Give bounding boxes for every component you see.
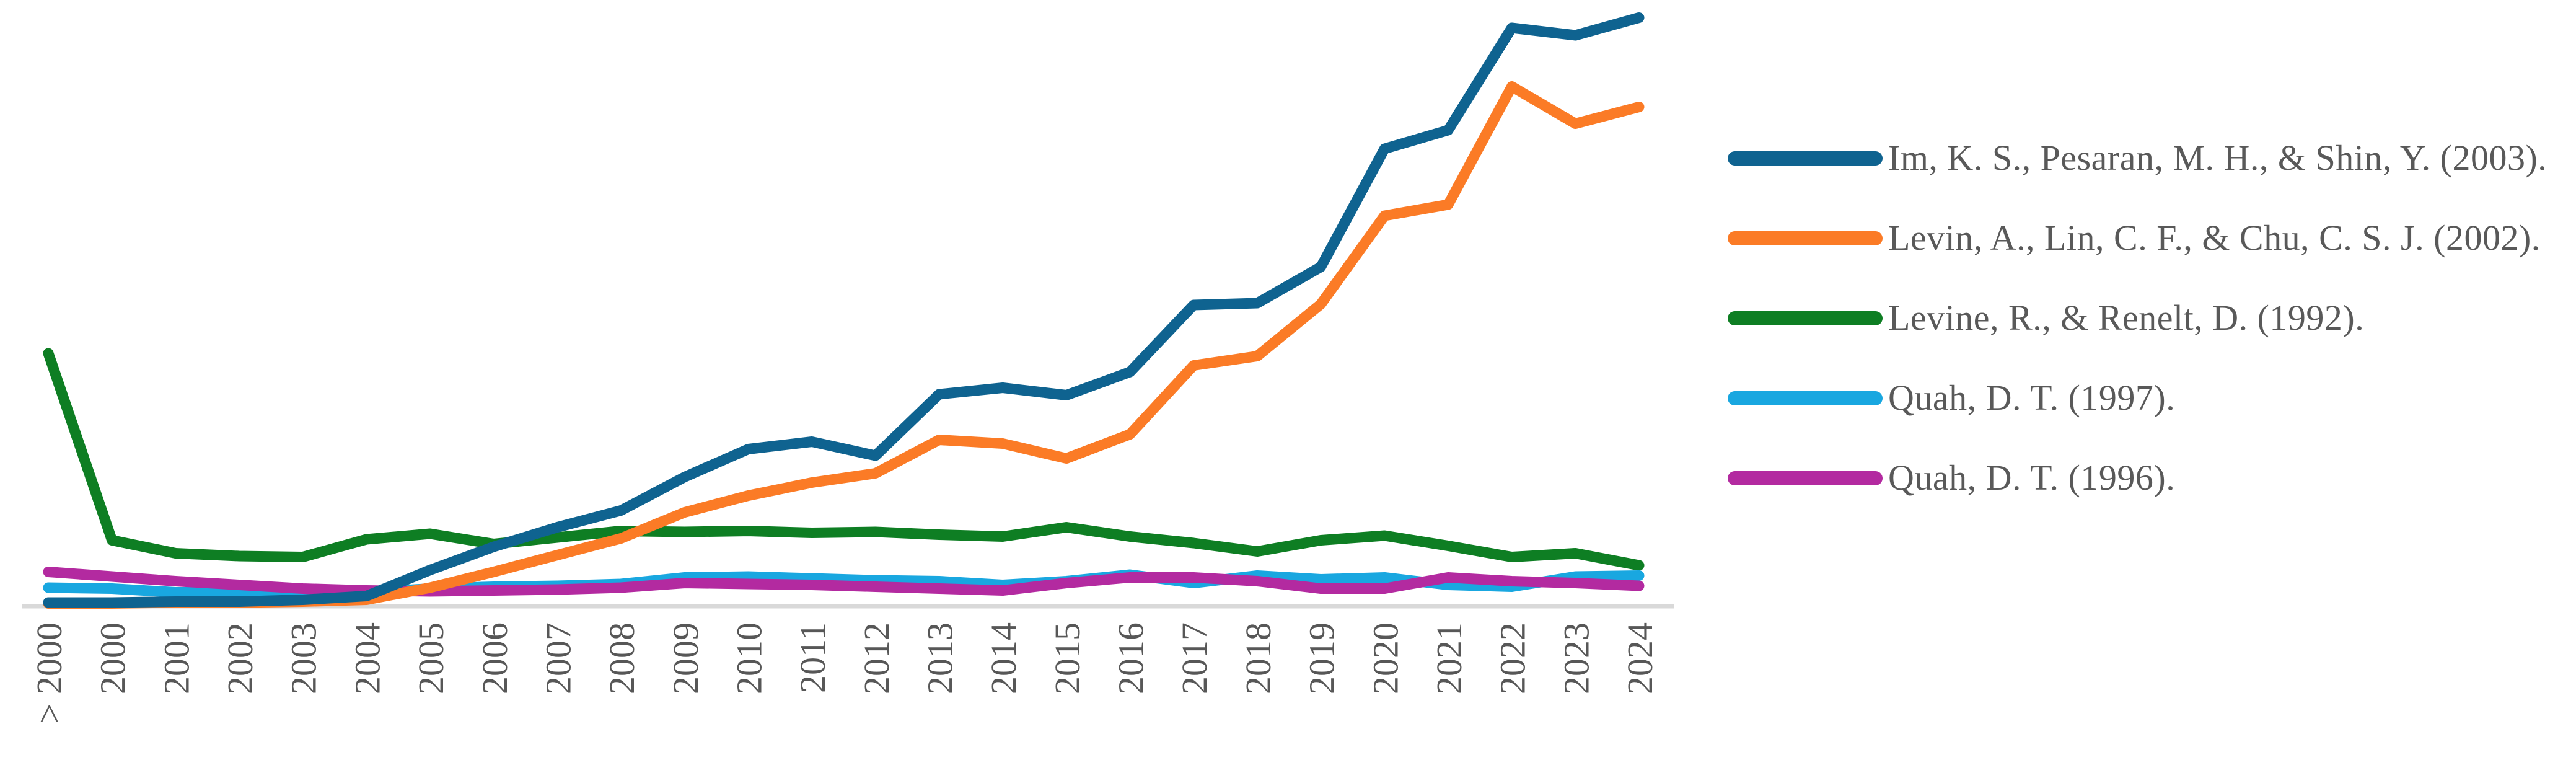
legend-label: Quah, D. T. (1996). bbox=[1888, 458, 2176, 498]
x-axis-label: 2007 bbox=[538, 622, 578, 694]
legend-label: Quah, D. T. (1997). bbox=[1888, 378, 2176, 418]
x-axis-label: 2017 bbox=[1174, 622, 1215, 694]
legend-item-5: Quah, D. T. (1996). bbox=[1728, 456, 2175, 500]
series-line-3 bbox=[43, 348, 1645, 571]
x-axis-label: 2006 bbox=[475, 622, 515, 694]
legend-swatch-icon bbox=[1728, 151, 1883, 166]
x-axis-label: 2020 bbox=[1365, 622, 1405, 694]
legend-item-2: Levin, A., Lin, C. F., & Chu, C. S. J. (… bbox=[1728, 216, 2541, 260]
x-axis-label: 2010 bbox=[729, 622, 770, 694]
x-axis-label: 2018 bbox=[1238, 622, 1278, 694]
x-axis-label: 2023 bbox=[1556, 622, 1596, 694]
x-axis-label: 2000 bbox=[93, 622, 133, 694]
x-axis-label: 2001 bbox=[156, 622, 196, 694]
x-axis-label: 2024 bbox=[1620, 622, 1660, 694]
x-axis-label: > 2000 bbox=[29, 622, 69, 723]
x-axis-label: 2005 bbox=[411, 622, 451, 694]
x-axis-label: 2014 bbox=[983, 622, 1024, 694]
x-axis-tick-labels: > 2000 2000 2001 2002 2003 2004 2005 2006 2007 20… bbox=[29, 622, 1660, 723]
x-axis-label: 2002 bbox=[220, 622, 260, 694]
legend-item-4: Quah, D. T. (1997). bbox=[1728, 376, 2175, 420]
series-line-2 bbox=[43, 81, 1645, 609]
legend-item-3: Levine, R., & Renelt, D. (1992). bbox=[1728, 296, 2364, 340]
x-axis-label: 2021 bbox=[1429, 622, 1469, 694]
x-axis-label: 2022 bbox=[1493, 622, 1533, 694]
legend-swatch-icon bbox=[1728, 231, 1883, 245]
x-axis-label: 2016 bbox=[1111, 622, 1151, 694]
x-axis-label: 2009 bbox=[666, 622, 706, 694]
legend-label: Im, K. S., Pesaran, M. H., & Shin, Y. (2… bbox=[1888, 138, 2547, 178]
legend-item-1: Im, K. S., Pesaran, M. H., & Shin, Y. (2… bbox=[1728, 136, 2547, 180]
x-axis-label: 2019 bbox=[1302, 622, 1342, 694]
legend: Im, K. S., Pesaran, M. H., & Shin, Y. (2… bbox=[1728, 0, 2576, 778]
x-axis-label: 2012 bbox=[856, 622, 897, 694]
series-line-5 bbox=[43, 567, 1645, 597]
legend-swatch-icon bbox=[1728, 311, 1883, 325]
x-axis-label: 2013 bbox=[920, 622, 961, 694]
x-axis-label: 2011 bbox=[793, 622, 833, 693]
x-axis-label: 2004 bbox=[347, 622, 387, 694]
series-line-1 bbox=[43, 12, 1645, 608]
x-axis-label: 2015 bbox=[1047, 622, 1088, 694]
x-axis-label: 2008 bbox=[602, 622, 642, 694]
x-axis-label: 2003 bbox=[284, 622, 324, 694]
legend-label: Levine, R., & Renelt, D. (1992). bbox=[1888, 298, 2365, 338]
legend-swatch-icon bbox=[1728, 471, 1883, 485]
legend-label: Levin, A., Lin, C. F., & Chu, C. S. J. (… bbox=[1888, 218, 2541, 258]
series-lines bbox=[43, 12, 1645, 609]
legend-swatch-icon bbox=[1728, 391, 1883, 405]
